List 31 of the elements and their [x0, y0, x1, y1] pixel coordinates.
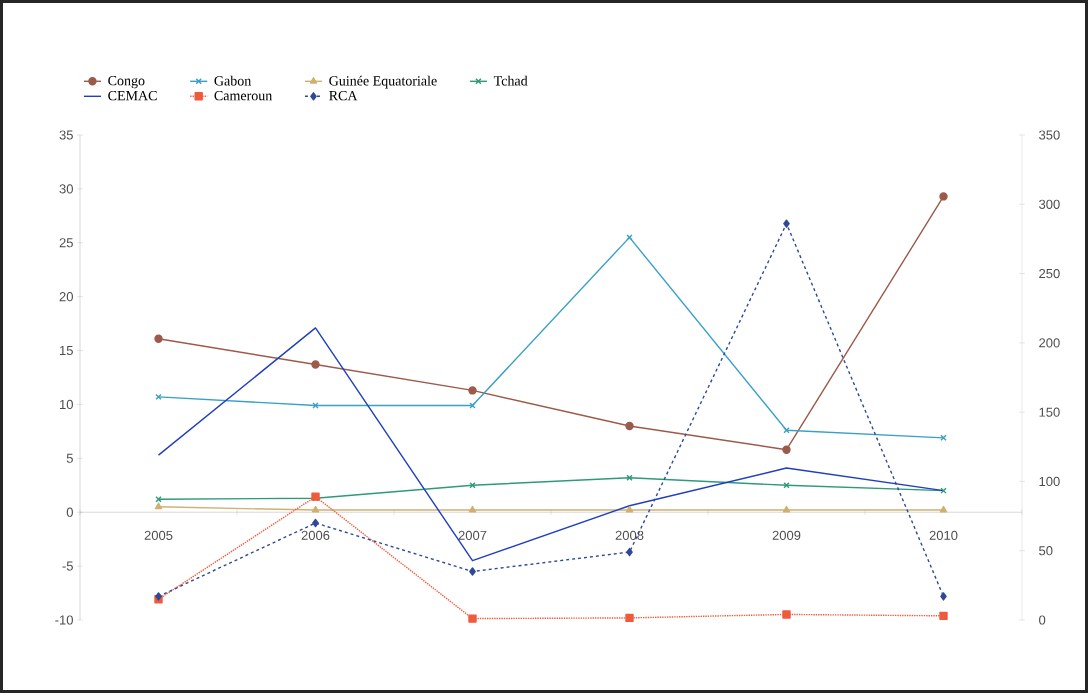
- y-tick-label: 35: [59, 130, 73, 140]
- y2-tick-label: 100: [1039, 476, 1060, 487]
- legend-label: Cameroun: [214, 90, 273, 101]
- y-tick-label: -5: [62, 561, 73, 571]
- x-tick-label: 2008: [615, 530, 644, 540]
- x-tick-label: 2007: [458, 530, 487, 540]
- x-tick-label: 2005: [144, 530, 173, 540]
- legend-label: RCA: [329, 90, 358, 101]
- legend-label: CEMAC: [108, 90, 157, 101]
- y-tick-label: 0: [66, 507, 73, 517]
- x-tick-label: 2006: [301, 530, 330, 540]
- y-tick-label: 10: [60, 399, 73, 410]
- y-tick-label: 5: [66, 453, 73, 463]
- y2-tick-label: 250: [1039, 268, 1060, 279]
- x-tick-label: 2009: [772, 530, 801, 540]
- y2-tick-label: 0: [1039, 615, 1046, 625]
- y-tick-label: 15: [60, 346, 73, 356]
- y2-tick-label: 150: [1039, 407, 1060, 417]
- y-tick-label: -10: [55, 615, 73, 625]
- y2-tick-label: 200: [1039, 338, 1060, 348]
- y2-tick-label: 350: [1039, 130, 1060, 140]
- legend-label: Congo: [108, 75, 145, 89]
- legend-label: Gabon: [214, 75, 252, 86]
- x-tick-label: 2010: [929, 530, 958, 540]
- legend-label: Guinée Equatoriale: [329, 75, 437, 89]
- y-tick-label: 30: [59, 184, 73, 194]
- y-tick-label: 20: [59, 292, 73, 302]
- y-tick-label: 25: [59, 238, 73, 248]
- legend-label: Tchad: [493, 75, 528, 86]
- y2-tick-label: 300: [1039, 199, 1060, 209]
- y2-tick-label: 50: [1039, 546, 1053, 556]
